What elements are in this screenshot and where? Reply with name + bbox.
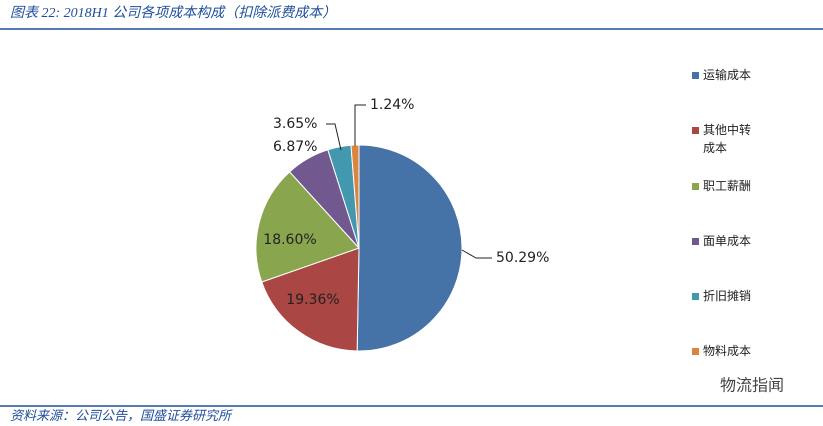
source: 资料来源：公司公告，国盛证券研究所: [10, 408, 233, 423]
legend-label: 面单成本: [703, 234, 752, 248]
chart-title: 图表 22: 2018H1 公司各项成本构成（扣除派费成本）: [10, 5, 336, 21]
legend-item: 运输成本: [692, 68, 772, 84]
data-label: 6.87%: [273, 139, 317, 155]
pie-slice: [255, 171, 360, 283]
data-label: 18.60%: [263, 232, 316, 248]
legend-label: 折旧摊销: [703, 289, 752, 303]
legend-label: 其他中转成本: [703, 123, 752, 155]
legend-item: 物料成本: [692, 344, 772, 360]
legend-item: 其他中转成本: [692, 123, 772, 157]
legend-label: 运输成本: [703, 68, 752, 82]
legend-label: 职工薪酬: [703, 179, 752, 193]
leader-line: [354, 104, 366, 146]
legend-swatch: [692, 238, 699, 245]
legend-item: 折旧摊销: [692, 289, 772, 305]
leader-line: [461, 249, 492, 259]
leader-line: [326, 123, 342, 151]
legend-swatch: [692, 183, 699, 190]
legend-swatch: [692, 348, 699, 355]
legend-item: 职工薪酬: [692, 179, 772, 195]
data-label: 19.36%: [286, 292, 339, 308]
legend-swatch: [692, 72, 699, 79]
legend-swatch: [692, 293, 699, 300]
legend-item: 面单成本: [692, 234, 772, 250]
legend-label: 物料成本: [703, 344, 752, 358]
watermark: 物流指闻: [720, 376, 784, 395]
pie-slice: [356, 144, 463, 352]
data-label: 3.65%: [273, 116, 317, 132]
data-label: 1.24%: [370, 97, 414, 113]
data-label: 50.29%: [496, 250, 549, 266]
legend-swatch: [692, 127, 699, 134]
